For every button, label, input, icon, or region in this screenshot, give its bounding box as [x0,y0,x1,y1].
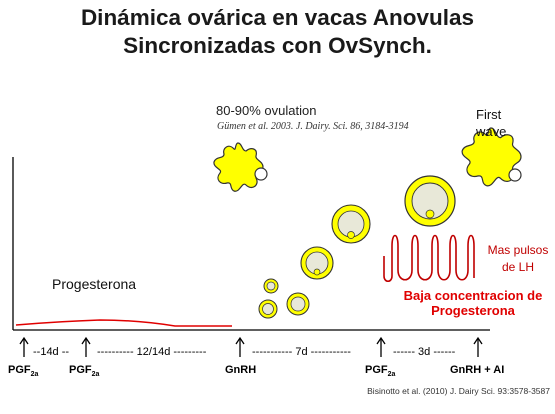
arrow-up-icon [19,336,29,357]
arrow-up-icon [235,336,245,357]
follicle-icon [331,204,371,244]
interval-label: ----------- 7d ----------- [252,346,351,358]
event-label: PGF2a [69,364,100,378]
interval-label: ------ 3d ------ [393,346,456,358]
oocyte-icon [254,167,268,181]
first-wave-label: First wave [476,107,507,139]
low-progesterone-label: Baja concentracion de Progesterona [403,288,543,318]
event-label: PGF2a [8,364,39,378]
gumen-citation: Gümen et al. 2003. J. Dairy. Sci. 86, 31… [217,121,409,132]
follicle-icon [263,278,279,294]
lh-pulses-label: Mas pulsos de LH [487,243,549,274]
interval-label: --14d -- [33,346,69,358]
arrow-up-icon [473,336,483,357]
title-line-2: Sincronizadas con OvSynch. [123,33,432,58]
ovulation-label: 80-90% ovulation [216,103,317,118]
follicle-icon [300,246,334,280]
event-label: GnRH + AI [450,364,504,376]
follicle-icon [286,292,310,316]
progesterone-label: Progesterona [52,276,137,292]
follicle-icon [404,175,456,227]
follicle-icon [258,299,278,319]
arrow-up-icon [376,336,386,357]
oocyte-icon [508,168,522,182]
bisinotto-citation: Bisinotto et al. (2010) J. Dairy Sci. 93… [367,386,550,396]
event-label: PGF2a [365,364,396,378]
corpus-luteum-icon [213,142,264,192]
event-label: GnRH [225,364,256,376]
title-line-1: Dinámica ovárica en vacas Anovulas [80,5,475,30]
arrow-up-icon [81,336,91,357]
page-title: Dinámica ovárica en vacas Anovulas Sincr… [0,4,555,60]
progesterone-curve [15,319,232,327]
lh-pulses [383,234,475,283]
interval-label: ---------- 12/14d --------- [97,346,207,358]
corpus-luteum-icon [461,127,522,187]
